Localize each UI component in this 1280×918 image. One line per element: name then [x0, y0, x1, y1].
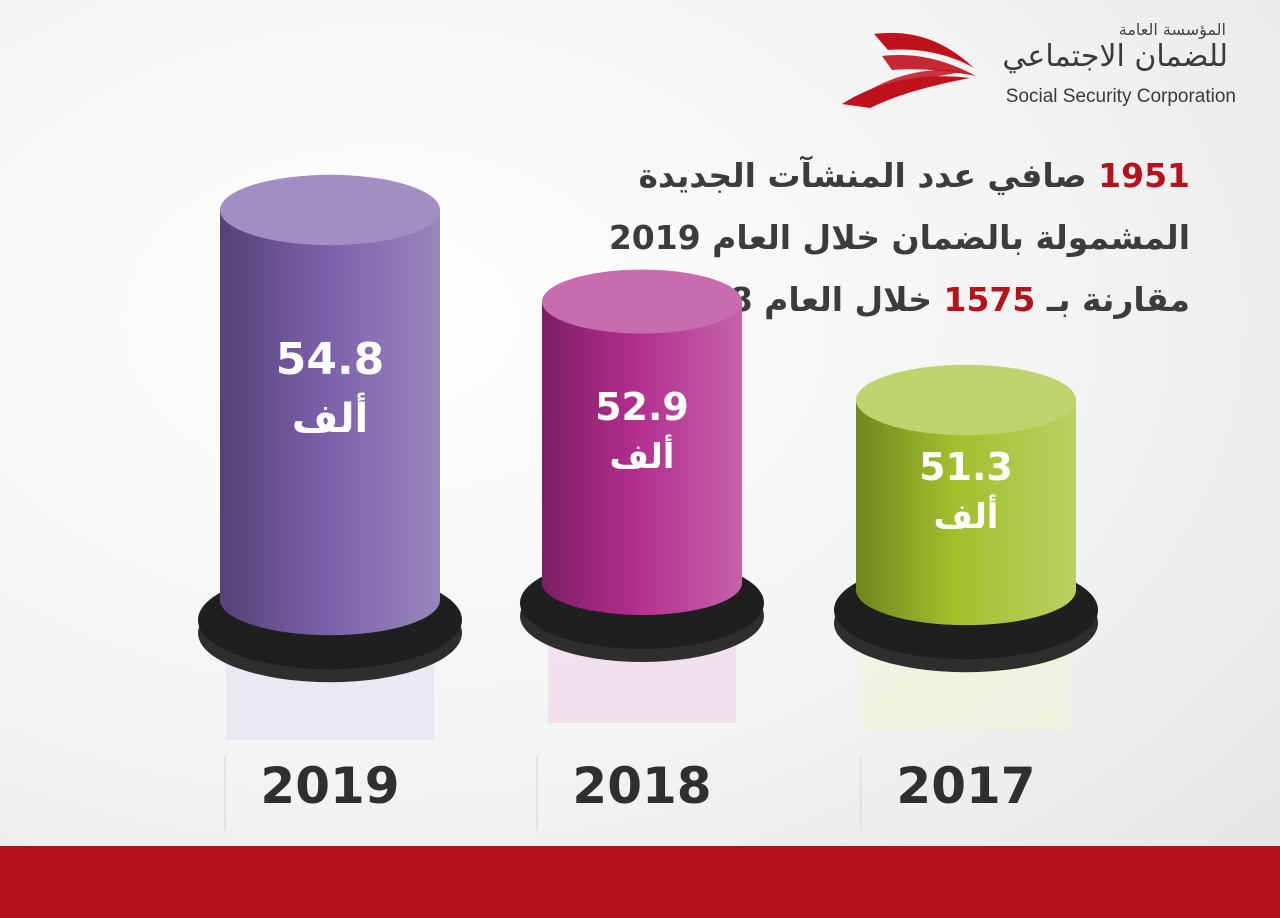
- bar-unit-label: ألف: [934, 494, 999, 537]
- headline: 1951 صافي عدد المنشآت الجديدة المشمولة ب…: [560, 145, 1190, 331]
- bar-value-label: 54.8: [276, 334, 385, 385]
- logo-arabic-name: للضمان الاجتماعي: [1002, 39, 1228, 74]
- logo-arabic-small: المؤسسة العامة: [1118, 20, 1226, 39]
- bar-2018: 52.9 ألف 2018: [520, 269, 764, 830]
- bar-unit-label: ألف: [292, 392, 368, 442]
- logo: المؤسسة العامة للضمان الاجتماعي Social S…: [836, 20, 1246, 120]
- bar-body: [542, 301, 742, 615]
- bar-top-cap: [542, 269, 742, 334]
- bar-body: [220, 210, 440, 636]
- category-label: 2019: [260, 757, 399, 815]
- headline-comparison-number: 1575: [943, 280, 1036, 319]
- bird-logo-icon: [842, 32, 976, 108]
- category-label: 2017: [896, 757, 1035, 815]
- bar-top-cap: [856, 364, 1076, 436]
- bar-body: [856, 400, 1076, 626]
- bar-unit-label: ألف: [610, 434, 675, 477]
- headline-line-2: المشمولة بالضمان خلال العام 2019: [608, 218, 1190, 257]
- bar-value-label: 52.9: [595, 385, 689, 429]
- headline-line-3-text-a: مقارنة بـ: [1046, 280, 1190, 319]
- bar-2019: 54.8 ألف 2019: [198, 174, 462, 830]
- bar-value-label: 51.3: [919, 445, 1013, 489]
- headline-line-1-text: صافي عدد المنشآت الجديدة: [638, 156, 1087, 195]
- category-label: 2018: [572, 757, 711, 815]
- bar-top-cap: [220, 174, 440, 246]
- logo-english-name: Social Security Corporation: [1005, 86, 1236, 107]
- headline-new-establishments-number: 1951: [1098, 156, 1190, 195]
- bar-2017: 51.3 ألف 2017: [834, 364, 1098, 830]
- headline-line-1: 1951 صافي عدد المنشآت الجديدة: [560, 145, 1190, 207]
- footer-bar: [0, 846, 1280, 918]
